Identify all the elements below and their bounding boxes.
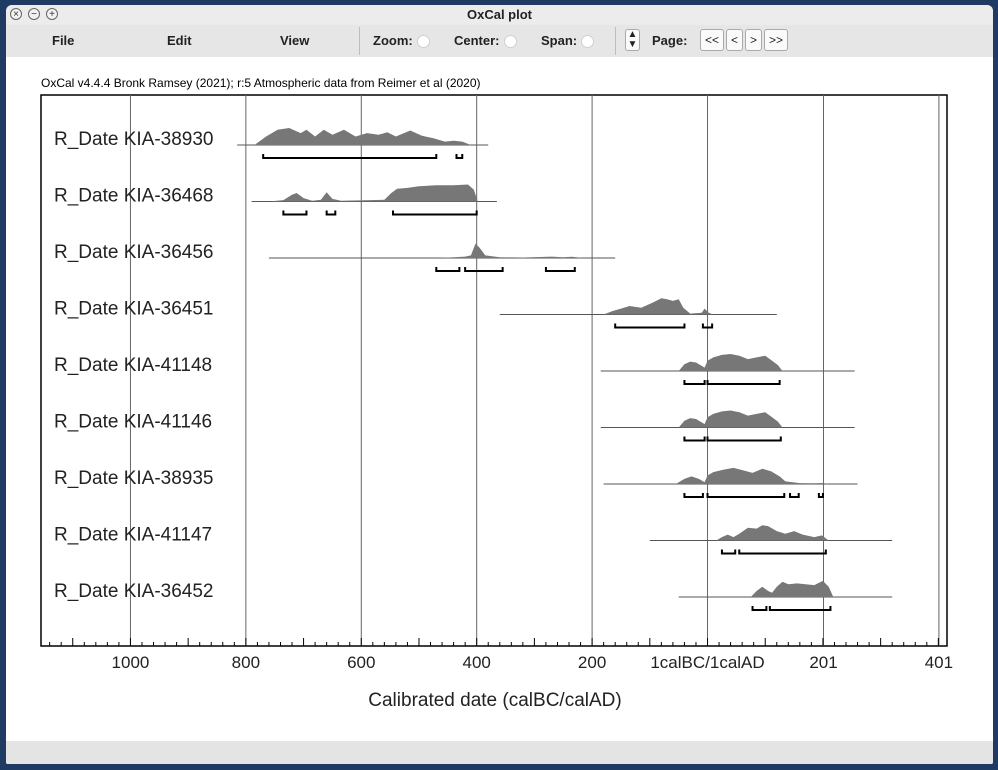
zoom-radio[interactable] bbox=[417, 35, 430, 48]
probability-distribution bbox=[676, 468, 829, 484]
date-label: R_Date KIA-41146 bbox=[54, 412, 212, 433]
x-tick-label: 1calBC/1calAD bbox=[650, 653, 764, 672]
x-tick-label: 201 bbox=[809, 653, 837, 672]
hpd-range-bracket bbox=[790, 493, 799, 497]
hpd-range-bracket bbox=[327, 211, 336, 215]
hpd-range-bracket bbox=[393, 211, 477, 215]
oxcal-window: × − + OxCal plot File Edit View Zoom: Ce… bbox=[6, 5, 993, 764]
page-scroll-icon[interactable]: ▲ ▼ bbox=[625, 29, 640, 51]
x-tick-label: 400 bbox=[463, 653, 491, 672]
hpd-range-bracket bbox=[615, 324, 684, 328]
chart-header: OxCal v4.4.4 Bronk Ramsey (2021); r:5 At… bbox=[41, 76, 481, 90]
first-page-button[interactable]: << bbox=[700, 29, 724, 51]
probability-distribution bbox=[269, 185, 478, 202]
date-label: R_Date KIA-36468 bbox=[54, 186, 214, 207]
date-label: R_Date KIA-41148 bbox=[54, 355, 212, 376]
probability-distribution bbox=[679, 411, 783, 428]
plot-area: OxCal v4.4.4 Bronk Ramsey (2021); r:5 At… bbox=[6, 57, 993, 741]
minimize-icon[interactable]: − bbox=[28, 8, 40, 20]
date-label: R_Date KIA-36451 bbox=[54, 299, 214, 320]
oxcal-multiple-plot: OxCal v4.4.4 Bronk Ramsey (2021); r:5 At… bbox=[6, 57, 993, 741]
toolbar-divider bbox=[615, 27, 616, 55]
probability-distribution bbox=[751, 581, 834, 597]
x-tick-label: 200 bbox=[578, 653, 606, 672]
hpd-range-bracket bbox=[819, 493, 823, 497]
hpd-range-bracket bbox=[436, 267, 459, 271]
window-title: OxCal plot bbox=[467, 7, 532, 22]
hpd-range-bracket bbox=[546, 267, 575, 271]
date-label: R_Date KIA-41147 bbox=[54, 525, 212, 546]
x-axis-label: Calibrated date (calBC/calAD) bbox=[368, 690, 621, 711]
center-option[interactable]: Center: bbox=[454, 25, 517, 57]
next-page-button[interactable]: > bbox=[745, 29, 762, 51]
center-label: Center: bbox=[454, 33, 500, 48]
toolbar: File Edit View Zoom: Center: Span: ▲ ▼ Pa… bbox=[6, 25, 993, 58]
hpd-range-bracket bbox=[465, 267, 503, 271]
hpd-range-bracket bbox=[753, 606, 767, 610]
hpd-range-bracket bbox=[684, 437, 704, 441]
date-label: R_Date KIA-38930 bbox=[54, 129, 214, 150]
zoom-option[interactable]: Zoom: bbox=[373, 25, 430, 57]
title-bar: × − + OxCal plot bbox=[6, 5, 993, 25]
hpd-range-bracket bbox=[456, 154, 462, 158]
hpd-range-bracket bbox=[770, 606, 831, 610]
probability-distribution bbox=[679, 354, 783, 371]
view-menu[interactable]: View bbox=[280, 25, 309, 57]
prev-page-button[interactable]: < bbox=[726, 29, 743, 51]
hpd-range-bracket bbox=[739, 550, 826, 554]
page-label: Page: bbox=[652, 25, 687, 57]
toolbar-divider bbox=[359, 27, 360, 55]
hpd-range-bracket bbox=[722, 550, 735, 554]
probability-distribution bbox=[255, 128, 471, 145]
date-label: R_Date KIA-36456 bbox=[54, 242, 214, 263]
probability-distribution bbox=[716, 525, 829, 540]
hpd-range-bracket bbox=[684, 380, 704, 384]
date-label: R_Date KIA-36452 bbox=[54, 581, 214, 602]
hpd-range-bracket bbox=[708, 437, 781, 441]
span-radio[interactable] bbox=[581, 35, 594, 48]
probability-distribution bbox=[604, 298, 714, 314]
hpd-range-bracket bbox=[708, 380, 780, 384]
last-page-button[interactable]: >> bbox=[764, 29, 788, 51]
hpd-range-bracket bbox=[684, 493, 702, 497]
status-bar bbox=[6, 741, 993, 764]
edit-menu[interactable]: Edit bbox=[167, 25, 192, 57]
hpd-range-bracket bbox=[283, 211, 306, 215]
zoom-label: Zoom: bbox=[373, 33, 413, 48]
hpd-range-bracket bbox=[708, 493, 785, 497]
close-icon[interactable]: × bbox=[10, 8, 22, 20]
span-option[interactable]: Span: bbox=[541, 25, 594, 57]
x-tick-label: 1000 bbox=[112, 653, 150, 672]
x-tick-label: 600 bbox=[347, 653, 375, 672]
window-controls: × − + bbox=[10, 8, 58, 20]
file-menu[interactable]: File bbox=[52, 25, 74, 57]
hpd-range-bracket bbox=[263, 154, 436, 158]
maximize-icon[interactable]: + bbox=[46, 8, 58, 20]
date-label: R_Date KIA-38935 bbox=[54, 468, 214, 489]
span-label: Span: bbox=[541, 33, 577, 48]
x-tick-label: 401 bbox=[925, 653, 953, 672]
x-tick-label: 800 bbox=[232, 653, 260, 672]
probability-distribution bbox=[436, 244, 583, 258]
center-radio[interactable] bbox=[504, 35, 517, 48]
